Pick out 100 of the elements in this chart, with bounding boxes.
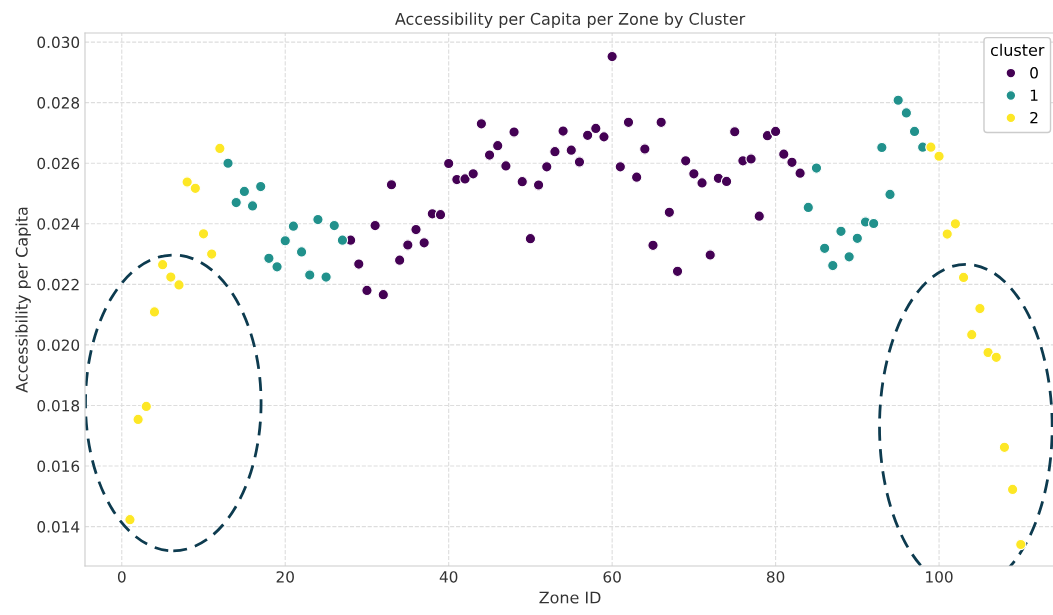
- y-tick-label: 0.024: [37, 218, 80, 230]
- y-tick-label: 0.014: [37, 521, 80, 533]
- legend-title: cluster: [990, 43, 1045, 57]
- point: [353, 258, 365, 270]
- point: [410, 223, 422, 236]
- point: [524, 232, 537, 245]
- point: [966, 328, 978, 341]
- legend-label: 0: [1030, 67, 1038, 79]
- point: [304, 269, 316, 281]
- y-tick-label: 0.028: [37, 97, 80, 109]
- point: [516, 175, 528, 188]
- point: [385, 179, 398, 191]
- point: [630, 171, 643, 183]
- point: [295, 246, 308, 258]
- point: [679, 155, 692, 167]
- point: [1006, 483, 1019, 496]
- point: [181, 176, 193, 188]
- point: [222, 157, 234, 169]
- point: [475, 118, 488, 130]
- point: [867, 217, 880, 230]
- point: [557, 125, 569, 137]
- point: [900, 107, 913, 119]
- point: [500, 160, 512, 172]
- point: [974, 302, 986, 315]
- point: [892, 94, 904, 106]
- point: [467, 168, 479, 180]
- point: [140, 400, 153, 413]
- point: [720, 175, 733, 188]
- point: [156, 258, 169, 271]
- y-axis-title: Accessibility per Capita: [15, 207, 31, 393]
- point: [998, 441, 1011, 453]
- point: [982, 346, 994, 359]
- point: [884, 188, 896, 201]
- point: [459, 173, 471, 185]
- x-axis-title: Zone ID: [539, 591, 601, 604]
- point: [328, 219, 340, 232]
- x-tick-label: 100: [926, 571, 953, 583]
- point: [818, 242, 831, 255]
- point: [361, 284, 373, 297]
- point: [165, 271, 177, 283]
- point: [549, 146, 561, 158]
- point: [492, 139, 504, 152]
- y-tick-label: 0.026: [37, 157, 80, 170]
- point: [148, 306, 161, 318]
- point: [418, 237, 430, 249]
- point: [835, 225, 847, 238]
- y-tick-label: 0.030: [37, 36, 80, 49]
- point: [124, 513, 136, 526]
- point: [851, 232, 864, 245]
- y-tick-label: 0.018: [37, 399, 80, 412]
- point: [590, 122, 602, 135]
- point: [369, 219, 381, 232]
- point: [606, 50, 618, 63]
- point: [393, 254, 406, 266]
- point: [197, 228, 210, 240]
- point: [508, 126, 520, 138]
- point: [189, 182, 202, 195]
- point: [639, 143, 651, 155]
- point: [786, 156, 798, 169]
- point: [810, 162, 823, 174]
- point: [671, 265, 684, 278]
- point: [957, 271, 970, 284]
- point: [246, 200, 259, 212]
- point: [173, 279, 185, 291]
- x-tick-label: 0: [117, 571, 126, 583]
- point: [238, 185, 251, 198]
- point: [688, 168, 700, 180]
- point: [990, 351, 1002, 364]
- point: [483, 149, 496, 161]
- point: [442, 157, 455, 170]
- point: [598, 131, 610, 143]
- point: [573, 156, 586, 168]
- point: [827, 259, 839, 272]
- x-tick-label: 40: [439, 571, 458, 583]
- point: [614, 161, 627, 173]
- point: [377, 288, 390, 301]
- chart-title: Accessibility per Capita per Zone by Cluster: [395, 12, 746, 28]
- point: [205, 248, 218, 260]
- point: [214, 142, 226, 155]
- point: [794, 167, 806, 179]
- x-tick-label: 20: [276, 571, 294, 583]
- point: [336, 234, 349, 246]
- x-tick-label: 80: [766, 571, 785, 583]
- point: [1015, 538, 1027, 551]
- point: [565, 144, 577, 156]
- point: [279, 235, 291, 247]
- point: [402, 239, 414, 251]
- point: [753, 210, 765, 222]
- point: [778, 148, 790, 160]
- point: [843, 251, 855, 263]
- point: [271, 261, 283, 273]
- point: [655, 116, 667, 129]
- point: [263, 252, 275, 265]
- point: [647, 239, 659, 251]
- point: [704, 249, 716, 261]
- point: [434, 208, 447, 221]
- point: [541, 161, 553, 173]
- point: [745, 153, 757, 165]
- point: [933, 150, 945, 162]
- point: [663, 206, 676, 218]
